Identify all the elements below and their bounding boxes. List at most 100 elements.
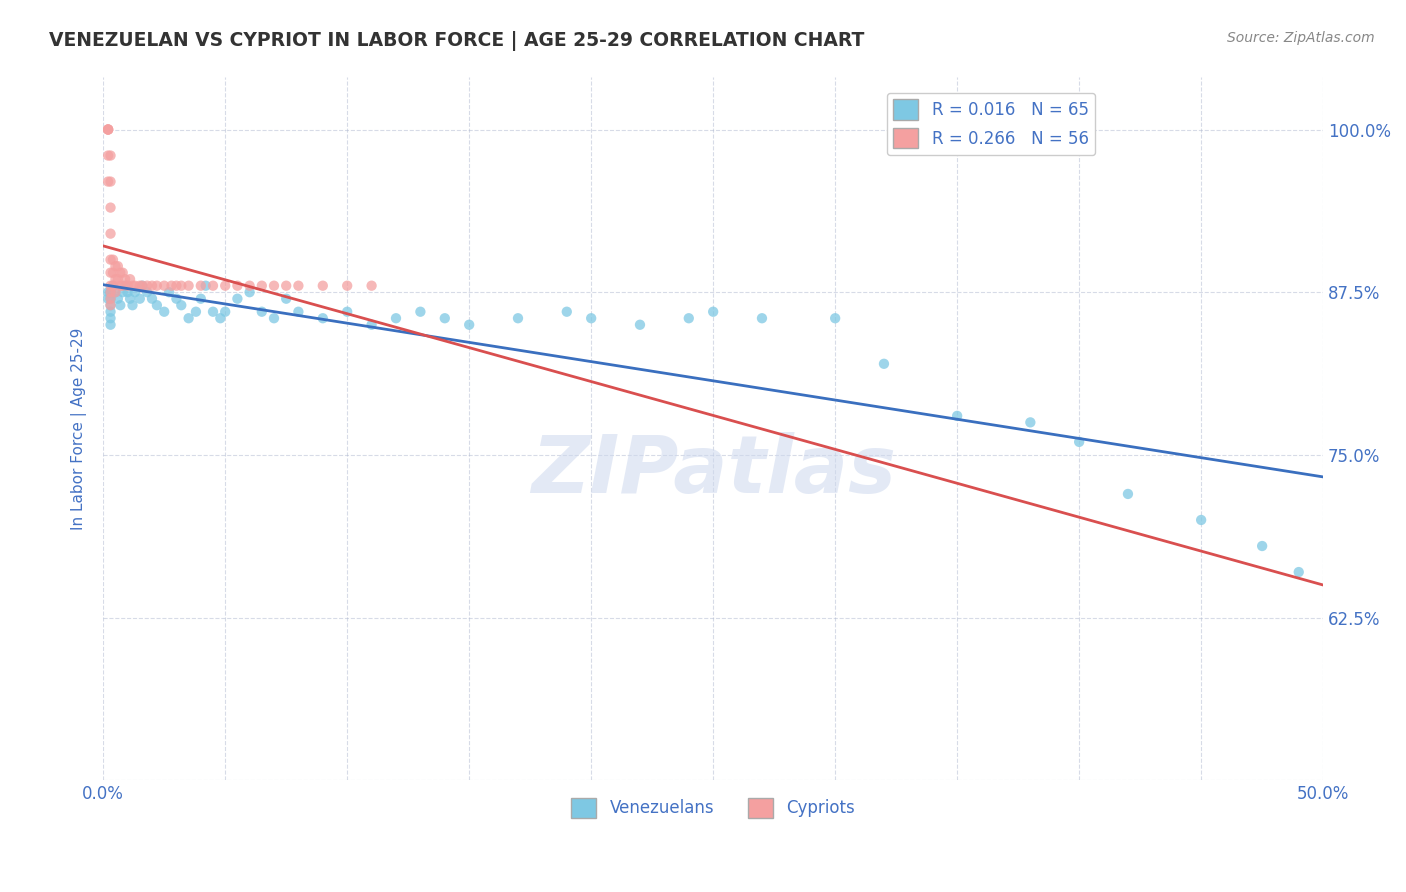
Point bbox=[100, 285, 122, 300]
Point bbox=[107, 292, 129, 306]
Point bbox=[157, 285, 180, 300]
Point bbox=[111, 266, 134, 280]
Point bbox=[97, 175, 120, 189]
Point bbox=[177, 311, 200, 326]
Point bbox=[433, 311, 456, 326]
Point bbox=[190, 278, 212, 293]
Point bbox=[165, 278, 187, 293]
Point bbox=[160, 278, 183, 293]
Point bbox=[177, 278, 200, 293]
Point bbox=[100, 285, 122, 300]
Point bbox=[201, 278, 224, 293]
Point bbox=[100, 148, 122, 162]
Point bbox=[946, 409, 969, 423]
Point bbox=[1069, 434, 1091, 449]
Point bbox=[117, 285, 139, 300]
Point bbox=[1251, 539, 1274, 553]
Point bbox=[104, 285, 127, 300]
Point bbox=[824, 311, 846, 326]
Point bbox=[226, 292, 249, 306]
Point bbox=[170, 298, 193, 312]
Point bbox=[1288, 565, 1310, 579]
Point bbox=[100, 304, 122, 318]
Point bbox=[312, 278, 335, 293]
Point bbox=[136, 278, 159, 293]
Point bbox=[276, 292, 298, 306]
Point bbox=[110, 266, 132, 280]
Point bbox=[360, 318, 382, 332]
Point bbox=[312, 311, 335, 326]
Point bbox=[751, 311, 773, 326]
Point bbox=[101, 278, 124, 293]
Point bbox=[97, 122, 120, 136]
Point bbox=[165, 292, 187, 306]
Point bbox=[1019, 416, 1042, 430]
Point bbox=[117, 278, 139, 293]
Point bbox=[100, 201, 122, 215]
Point bbox=[153, 278, 176, 293]
Point bbox=[409, 304, 432, 318]
Point bbox=[100, 175, 122, 189]
Point bbox=[170, 278, 193, 293]
Point bbox=[97, 122, 120, 136]
Point bbox=[385, 311, 408, 326]
Point bbox=[100, 311, 122, 326]
Point bbox=[107, 259, 129, 273]
Point bbox=[100, 285, 122, 300]
Point bbox=[136, 285, 159, 300]
Point bbox=[214, 278, 236, 293]
Point bbox=[214, 304, 236, 318]
Point bbox=[276, 278, 298, 293]
Point bbox=[146, 278, 169, 293]
Text: Source: ZipAtlas.com: Source: ZipAtlas.com bbox=[1227, 31, 1375, 45]
Point bbox=[141, 278, 163, 293]
Point bbox=[104, 272, 127, 286]
Point bbox=[153, 304, 176, 318]
Point bbox=[579, 311, 602, 326]
Point bbox=[201, 304, 224, 318]
Point bbox=[190, 292, 212, 306]
Point bbox=[131, 278, 153, 293]
Point bbox=[101, 278, 124, 293]
Point bbox=[118, 272, 141, 286]
Text: ZIPatlas: ZIPatlas bbox=[530, 432, 896, 510]
Point bbox=[263, 278, 285, 293]
Point bbox=[184, 304, 207, 318]
Point bbox=[110, 278, 132, 293]
Point bbox=[107, 272, 129, 286]
Point bbox=[97, 122, 120, 136]
Point bbox=[100, 252, 122, 267]
Point bbox=[100, 298, 122, 312]
Point bbox=[226, 278, 249, 293]
Point bbox=[114, 278, 136, 293]
Point bbox=[118, 292, 141, 306]
Point bbox=[702, 304, 724, 318]
Point bbox=[100, 298, 122, 312]
Point bbox=[104, 259, 127, 273]
Point bbox=[128, 278, 150, 293]
Point bbox=[506, 311, 529, 326]
Point bbox=[194, 278, 217, 293]
Point bbox=[209, 311, 232, 326]
Point bbox=[239, 285, 262, 300]
Point bbox=[250, 304, 273, 318]
Point bbox=[100, 278, 122, 293]
Point bbox=[124, 285, 146, 300]
Point bbox=[97, 122, 120, 136]
Point bbox=[97, 285, 120, 300]
Point bbox=[128, 292, 150, 306]
Point bbox=[287, 278, 309, 293]
Point bbox=[1116, 487, 1139, 501]
Point bbox=[101, 266, 124, 280]
Point bbox=[100, 292, 122, 306]
Point bbox=[628, 318, 651, 332]
Point bbox=[104, 285, 127, 300]
Point bbox=[100, 292, 122, 306]
Point bbox=[141, 292, 163, 306]
Point bbox=[555, 304, 578, 318]
Point bbox=[263, 311, 285, 326]
Point bbox=[100, 227, 122, 241]
Point bbox=[678, 311, 700, 326]
Point bbox=[111, 278, 134, 293]
Point bbox=[360, 278, 382, 293]
